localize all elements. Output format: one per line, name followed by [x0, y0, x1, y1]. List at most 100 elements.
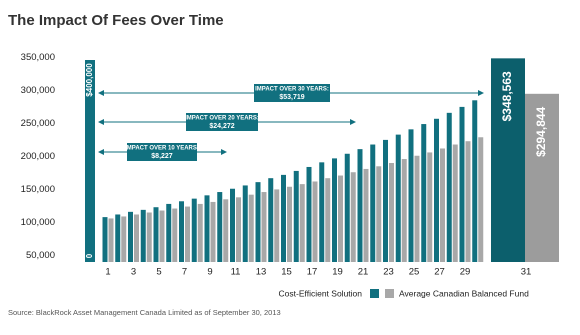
x-tick-label: 31 [521, 267, 532, 278]
bar [383, 139, 388, 262]
annotation-heading: IMPACT OVER 10 YEARS: [125, 146, 199, 152]
bar [179, 201, 184, 262]
bar [478, 137, 484, 262]
x-tick-label: 5 [156, 267, 161, 278]
annotation-amount: $24,272 [209, 123, 234, 130]
bar [434, 118, 439, 262]
bar [491, 58, 525, 262]
bar [446, 112, 452, 262]
bar [452, 144, 458, 262]
annotation-box [254, 84, 330, 102]
bar [217, 192, 223, 262]
bar [408, 129, 414, 262]
bar [401, 159, 407, 262]
y-tick-label: 50,000 [26, 250, 55, 261]
legend-swatch [370, 289, 379, 298]
x-tick-label: 9 [207, 267, 212, 278]
bar [338, 175, 343, 262]
bar [242, 185, 248, 262]
x-tick-label: 23 [383, 267, 394, 278]
bar [421, 124, 427, 262]
annotation-amount: $53,719 [279, 94, 304, 101]
bar [185, 206, 190, 262]
bar [376, 166, 382, 262]
x-tick-label: 15 [281, 267, 292, 278]
bar [146, 212, 152, 262]
y-tick-label: 350,000 [21, 52, 55, 63]
annotation-amount: $8,227 [151, 153, 173, 160]
scale-bar-top: $400,000 [85, 63, 94, 97]
y-tick-label: 100,000 [21, 217, 55, 228]
bar [389, 163, 394, 262]
x-tick-label: 19 [332, 267, 343, 278]
y-tick-label: 300,000 [21, 85, 55, 96]
y-tick-label: 150,000 [21, 184, 55, 195]
annotation-heading: IMPACT OVER 30 YEARS: [255, 87, 329, 93]
bar [395, 134, 401, 262]
bar [166, 203, 172, 262]
legend-swatch [385, 289, 394, 298]
x-tick-label: 3 [131, 267, 136, 278]
bar [172, 208, 178, 262]
y-tick-label: 250,000 [21, 118, 55, 129]
y-tick-label: 200,000 [21, 151, 55, 162]
chart-title: The Impact Of Fees Over Time [8, 12, 224, 29]
value-label: $348,563 [500, 71, 514, 121]
x-tick-label: 25 [409, 267, 420, 278]
bar [525, 93, 559, 262]
bar [197, 203, 203, 262]
bar [293, 170, 299, 262]
bar [414, 155, 420, 262]
bar [344, 153, 350, 262]
bar [134, 214, 139, 262]
annotation-heading: IMPACT OVER 20 YEARS: [185, 116, 259, 122]
x-tick-label: 7 [182, 267, 187, 278]
bar [287, 186, 292, 262]
value-label: $294,844 [534, 106, 548, 156]
bar [370, 144, 376, 262]
bar [306, 166, 312, 262]
bar [427, 152, 433, 262]
source-note: Source: BlackRock Asset Management Canad… [8, 308, 281, 317]
bar [281, 174, 286, 262]
x-tick-label: 21 [358, 267, 369, 278]
bar [115, 214, 121, 262]
bar [204, 195, 210, 262]
bar [332, 158, 337, 262]
bar [472, 100, 478, 262]
bar [363, 168, 369, 262]
bar [325, 178, 331, 262]
x-tick-label: 27 [434, 267, 445, 278]
bar [299, 184, 305, 262]
bar [350, 172, 356, 262]
bar [121, 216, 127, 262]
bar [319, 162, 325, 262]
x-tick-label: 17 [307, 267, 318, 278]
bar [459, 106, 465, 263]
bar [153, 207, 159, 262]
bar [248, 194, 254, 262]
x-tick-label: 13 [256, 267, 267, 278]
bar [268, 178, 274, 262]
bar [465, 141, 471, 262]
bar [159, 210, 165, 262]
bar [261, 192, 267, 262]
x-tick-label: 1 [105, 267, 110, 278]
bar [191, 198, 197, 262]
bar [140, 209, 146, 262]
scale-bar [85, 60, 95, 262]
bar [223, 199, 229, 262]
bar [108, 218, 114, 262]
x-tick-label: 29 [460, 267, 471, 278]
bar [440, 148, 445, 262]
x-tick-label: 11 [231, 267, 241, 278]
annotation-box [186, 113, 258, 131]
bar [312, 181, 318, 262]
bar [274, 189, 280, 262]
scale-bar-bottom: 0 [85, 253, 94, 258]
bar [357, 149, 363, 262]
bar [236, 197, 241, 262]
bar [210, 201, 216, 262]
bar [128, 211, 133, 262]
